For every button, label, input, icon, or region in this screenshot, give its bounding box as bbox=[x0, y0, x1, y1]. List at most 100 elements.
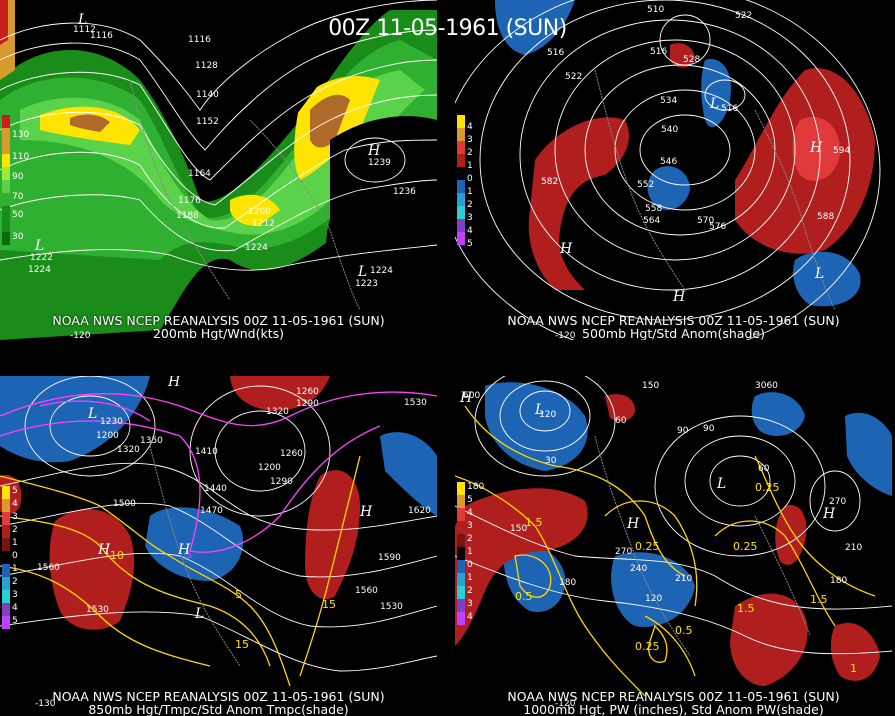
low-center-marker: L bbox=[77, 12, 87, 28]
contour-label: 516 bbox=[547, 48, 564, 58]
panel-850mb: 1260 1290 1320 1230 1200 1320 1350 1410 … bbox=[0, 376, 437, 716]
contour-label: 576 bbox=[709, 222, 726, 232]
anom-pos-sw bbox=[455, 488, 588, 646]
panel-caption: NOAA NWS NCEP REANALYSIS 00Z 11-05-1961 … bbox=[507, 689, 840, 704]
contour-label: 1152 bbox=[196, 117, 219, 127]
contour-label: 1260 bbox=[296, 387, 319, 397]
contour-label: 1530 bbox=[86, 605, 109, 615]
height-contours-850 bbox=[0, 376, 437, 672]
high-center-marker: H bbox=[672, 289, 686, 305]
contour-label: 1224 bbox=[28, 265, 51, 275]
legend-label: 2 bbox=[467, 534, 473, 544]
panel-subcaption: 500mb Hgt/Std Anom(shade) bbox=[582, 326, 765, 341]
legend-label: 3 bbox=[12, 512, 18, 522]
panel-subcaption: 850mb Hgt/Tmpc/Std Anom Tmpc(shade) bbox=[88, 702, 349, 716]
low-center-marker: L bbox=[194, 606, 204, 622]
anom-neg-center bbox=[647, 166, 690, 210]
contour-label: 270 bbox=[829, 497, 846, 507]
pw-label: 1.5 bbox=[737, 602, 755, 615]
high-center-marker: H bbox=[359, 504, 373, 520]
contour-label: 180 bbox=[830, 576, 847, 586]
anom-neg-ne bbox=[495, 0, 575, 55]
contour-label: 30 bbox=[545, 456, 557, 466]
legend-label: 180 bbox=[467, 482, 485, 492]
height-contours-1000 bbox=[455, 376, 892, 655]
contour-label: 516 bbox=[721, 104, 738, 114]
center-value: 1112 bbox=[73, 25, 96, 35]
low-center-marker: L bbox=[357, 264, 367, 280]
legend-label: 5 bbox=[467, 495, 473, 505]
anom-pos-east-core bbox=[792, 116, 840, 181]
contour-label: 90 bbox=[677, 426, 689, 436]
contour-label: 1236 bbox=[393, 187, 416, 197]
contour-label: 1320 bbox=[266, 407, 289, 417]
panel-subcaption: 1000mb Hgt, PW (inches), Std Anom PW(sha… bbox=[523, 702, 824, 716]
anom-neg-center bbox=[611, 552, 695, 627]
pw-label: 1 bbox=[850, 662, 857, 675]
coastlines-200 bbox=[129, 79, 361, 311]
anom-pos-ne bbox=[230, 376, 330, 411]
contour-label: 558 bbox=[645, 204, 662, 214]
anom-pos-e bbox=[305, 470, 360, 600]
anom-pos-e bbox=[775, 505, 807, 565]
contour-label: 534 bbox=[660, 96, 677, 106]
longitude-label: -120 bbox=[70, 331, 91, 340]
anom-neg-center bbox=[145, 507, 244, 581]
high-center-marker: H bbox=[459, 390, 473, 406]
anomaly-legend bbox=[2, 486, 10, 629]
center-value: 1222 bbox=[30, 253, 53, 263]
contour-label: 1410 bbox=[195, 447, 218, 457]
contour-label: 210 bbox=[845, 543, 862, 553]
low-center-marker: L bbox=[709, 96, 719, 112]
pw-contours bbox=[455, 405, 876, 697]
panel-1000mb-map: 600 150 120 90 60 30 180 210 240 270 210… bbox=[455, 376, 892, 709]
legend-label: 30 bbox=[12, 232, 24, 242]
warm-temp-contours bbox=[0, 455, 361, 687]
legend-label: 130 bbox=[12, 130, 30, 140]
contour-label: 1260 bbox=[280, 449, 303, 459]
legend-label: 2 bbox=[467, 586, 473, 596]
legend-label: 5 bbox=[12, 616, 18, 626]
legend-label: 2 bbox=[467, 200, 473, 210]
anom-neg-e bbox=[845, 412, 892, 496]
contour-label: 1560 bbox=[37, 563, 60, 573]
contour-label: 1176 bbox=[178, 196, 201, 206]
contour-label: 60 bbox=[758, 464, 770, 474]
wind-legend bbox=[2, 115, 10, 245]
coastlines-850 bbox=[149, 445, 241, 667]
panel-200mb-map: 1116 1116 1128 1140 1152 1164 1176 1188 … bbox=[0, 0, 437, 340]
legend-label: 0 bbox=[467, 560, 473, 570]
contour-label: 120 bbox=[645, 594, 662, 604]
panel-500mb-map: 510 516 522 528 534 540 546 552 558 564 … bbox=[455, 0, 881, 340]
legend-label: 4 bbox=[12, 499, 18, 509]
contour-label: 570 bbox=[697, 216, 714, 226]
temp-label: 15 bbox=[322, 598, 336, 611]
jet-band-mid bbox=[0, 40, 437, 260]
contour-label: 210 bbox=[675, 574, 692, 584]
panel-caption: NOAA NWS NCEP REANALYSIS 00Z 11-05-1961 … bbox=[507, 313, 840, 328]
high-center-marker: H bbox=[626, 516, 640, 532]
contour-label: 1590 bbox=[378, 553, 401, 563]
legend-label: 1 bbox=[467, 547, 473, 557]
pw-label: 1.5 bbox=[810, 593, 828, 606]
jet-band-sw bbox=[230, 194, 280, 226]
legend-label: 4 bbox=[467, 122, 473, 132]
legend-label: 110 bbox=[12, 152, 30, 162]
legend-label: 50 bbox=[12, 210, 24, 220]
contour-label: 600 bbox=[463, 391, 480, 401]
high-contour-ring bbox=[344, 137, 406, 183]
contour-label: 1500 bbox=[113, 499, 136, 509]
legend-label: 2 bbox=[467, 148, 473, 158]
contour-label: 564 bbox=[643, 216, 660, 226]
contour-label: 1290 bbox=[296, 399, 319, 409]
anom-neg-ne bbox=[380, 432, 437, 516]
contour-label: 3060 bbox=[755, 381, 778, 391]
anom-pos-n bbox=[605, 394, 635, 422]
contour-label: 522 bbox=[565, 72, 582, 82]
contour-label: 1530 bbox=[380, 602, 403, 612]
high-center-marker: H bbox=[167, 376, 181, 390]
contour-label: 1224 bbox=[245, 243, 268, 253]
anom-neg-se bbox=[793, 251, 861, 307]
panel-500mb: 510 516 522 528 534 540 546 552 558 564 … bbox=[455, 0, 892, 340]
contour-label: 540 bbox=[661, 125, 678, 135]
